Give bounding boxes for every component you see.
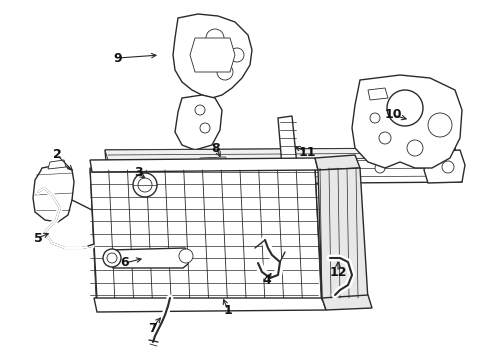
Text: 12: 12 [329,266,347,279]
Circle shape [375,163,385,173]
Circle shape [387,90,423,126]
Text: 3: 3 [134,166,142,180]
Text: 10: 10 [384,108,402,122]
Circle shape [428,113,452,137]
Text: 5: 5 [34,231,42,244]
Text: 9: 9 [114,51,122,64]
Circle shape [370,113,380,123]
Circle shape [230,48,244,62]
Circle shape [138,178,152,192]
Circle shape [407,140,423,156]
Polygon shape [278,116,298,178]
Circle shape [199,54,211,66]
Text: 11: 11 [298,145,316,158]
Circle shape [305,163,315,173]
Circle shape [206,29,224,47]
Text: 7: 7 [147,321,156,334]
Polygon shape [352,75,462,168]
Polygon shape [108,248,190,268]
Polygon shape [105,148,458,160]
Polygon shape [315,155,360,170]
Polygon shape [90,168,322,300]
Circle shape [245,163,255,173]
Polygon shape [175,95,222,150]
Text: 4: 4 [263,274,271,287]
Polygon shape [198,157,230,176]
Circle shape [217,64,233,80]
Polygon shape [173,14,252,98]
Polygon shape [190,38,235,72]
Circle shape [195,105,205,115]
Polygon shape [90,158,318,172]
Text: 8: 8 [212,141,220,154]
Circle shape [185,163,195,173]
Text: 1: 1 [223,303,232,316]
Polygon shape [322,295,372,310]
Text: 6: 6 [121,256,129,270]
Polygon shape [48,160,66,169]
Polygon shape [105,148,462,185]
Circle shape [133,173,157,197]
Text: 2: 2 [52,148,61,162]
Polygon shape [318,168,368,300]
Circle shape [179,249,193,263]
Polygon shape [368,88,388,100]
Polygon shape [33,164,74,222]
Circle shape [103,249,121,267]
Circle shape [379,132,391,144]
Circle shape [442,161,454,173]
Circle shape [107,253,117,263]
Circle shape [200,123,210,133]
Polygon shape [94,298,326,312]
Polygon shape [424,150,465,183]
